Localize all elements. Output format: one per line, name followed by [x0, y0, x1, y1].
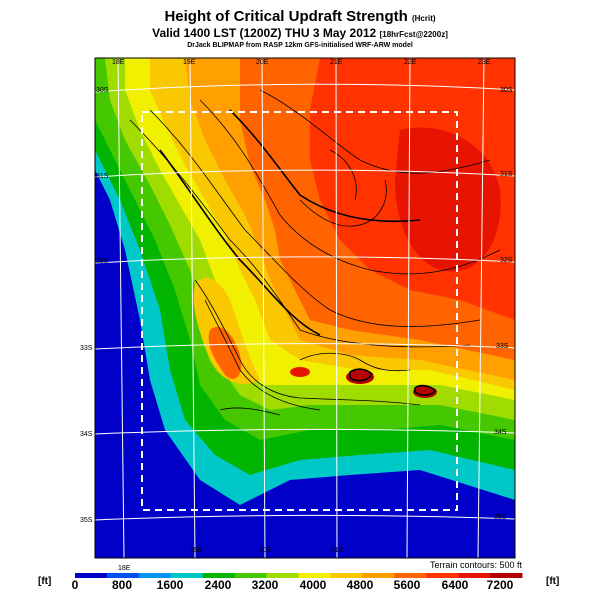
colorbar-swatch [170, 573, 204, 578]
colorbar-swatch [394, 573, 427, 578]
svg-text:33S: 33S [496, 343, 509, 350]
svg-text:18E: 18E [118, 565, 131, 572]
colorbar-swatch [490, 573, 523, 578]
terrain-note: Terrain contours: 500 ft [429, 560, 522, 570]
colorbar-swatch [330, 573, 363, 578]
colorbar-swatch [298, 573, 331, 578]
svg-text:3200: 3200 [252, 578, 279, 592]
unit-left: [ft] [38, 576, 52, 587]
inner-domain-box [141, 111, 458, 511]
colorbar-swatch [458, 573, 491, 578]
colorbar-swatch [106, 573, 140, 578]
graticule [95, 58, 515, 558]
svg-text:31S: 31S [500, 171, 513, 178]
svg-text:20E: 20E [256, 59, 269, 66]
svg-text:21E: 21E [330, 59, 343, 66]
svg-text:7200: 7200 [487, 578, 514, 592]
svg-text:34S: 34S [494, 429, 507, 436]
lon-labels-bottom: 18E 19E 20E 21E [118, 547, 344, 572]
terrain-contours [129, 89, 501, 416]
svg-text:22E: 22E [404, 59, 417, 66]
svg-text:800: 800 [112, 578, 132, 592]
unit-right: [ft] [546, 576, 560, 587]
svg-text:35S: 35S [80, 517, 93, 524]
svg-text:35S: 35S [494, 514, 507, 521]
colorbar-swatch [234, 573, 268, 578]
svg-text:6400: 6400 [442, 578, 469, 592]
svg-text:32S: 32S [500, 257, 513, 264]
svg-text:19E: 19E [190, 547, 203, 554]
svg-text:23E: 23E [478, 59, 491, 66]
colorbar-swatch [362, 573, 395, 578]
svg-text:19E: 19E [183, 59, 196, 66]
lat-labels-right: 30S 31S 32S 33S 34S 35S [494, 87, 513, 521]
svg-text:4800: 4800 [347, 578, 374, 592]
colorbar-swatch [426, 573, 459, 578]
svg-text:32S: 32S [96, 258, 109, 265]
svg-text:21E: 21E [331, 547, 344, 554]
colorbar-labels: 0 800 1600 2400 3200 4000 4800 5600 6400… [72, 578, 514, 592]
model-credit: DrJack BLIPMAP from RASP 12km GFS-initia… [187, 42, 413, 49]
svg-text:18E: 18E [112, 59, 125, 66]
svg-text:1600: 1600 [157, 578, 184, 592]
colorbar-swatch [202, 573, 236, 578]
svg-text:34S: 34S [80, 431, 93, 438]
svg-text:0: 0 [72, 578, 79, 592]
map-subtitle: Valid 1400 LST (1200Z) THU 3 May 2012 [1… [152, 26, 448, 40]
colorbar-swatch [138, 573, 172, 578]
svg-text:31S: 31S [96, 173, 109, 180]
svg-text:4000: 4000 [300, 578, 327, 592]
colorbar [75, 573, 523, 578]
svg-text:20E: 20E [259, 547, 272, 554]
map-field [95, 58, 515, 558]
map-title: Height of Critical Updraft Strength (Hcr… [164, 8, 436, 25]
svg-text:30S: 30S [96, 87, 109, 94]
colorbar-swatch [266, 573, 299, 578]
svg-text:2400: 2400 [205, 578, 232, 592]
lon-labels-top: 18E 19E 20E 21E 22E 23E [112, 59, 491, 66]
lat-labels-left: 30S 31S 32S 33S 34S 35S [80, 87, 109, 524]
colorbar-swatch [75, 573, 108, 578]
svg-text:5600: 5600 [394, 578, 421, 592]
svg-text:33S: 33S [80, 345, 93, 352]
svg-text:30S: 30S [500, 87, 513, 94]
